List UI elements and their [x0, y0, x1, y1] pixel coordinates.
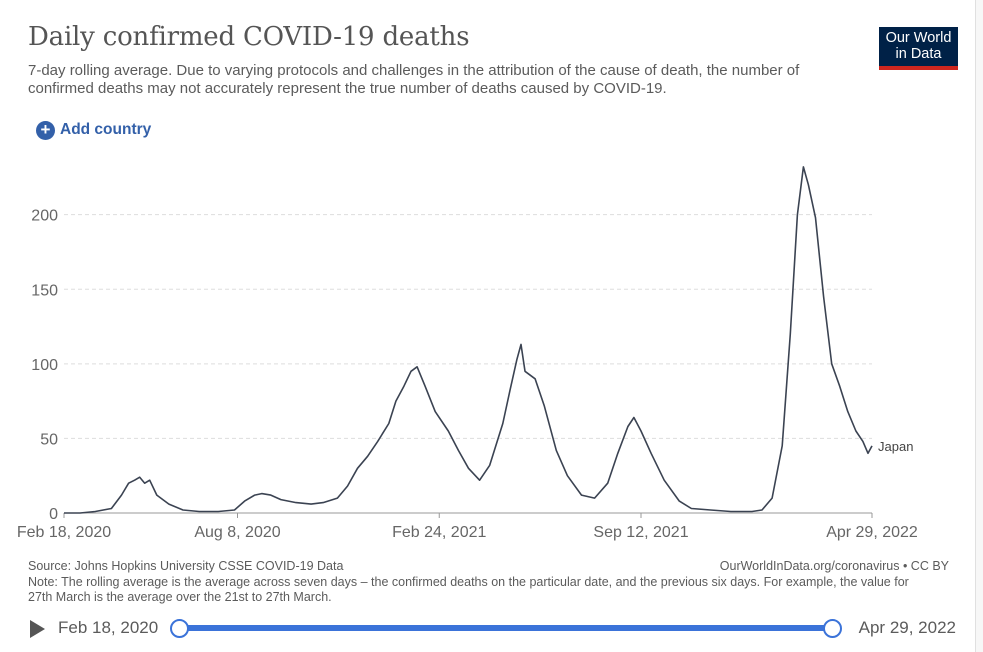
series-label-japan: Japan — [878, 439, 913, 454]
timeline-slider[interactable]: Feb 18, 2020 Apr 29, 2022 — [28, 615, 958, 643]
y-tick-label: 150 — [31, 282, 58, 299]
chart-title: Daily confirmed COVID-19 deaths — [28, 22, 470, 52]
timeline-track[interactable] — [180, 625, 834, 631]
add-country-button[interactable]: + Add country — [36, 118, 151, 142]
x-tick-label: Sep 12, 2021 — [593, 524, 688, 541]
x-tick-label: Apr 29, 2022 — [826, 524, 918, 541]
owid-logo[interactable]: Our World in Data — [879, 27, 958, 70]
axes: 0 50 100 150 200 Feb 18, 2020 Aug 8, 2020 Feb 2… — [17, 208, 918, 541]
y-tick-label: 100 — [31, 357, 58, 374]
timeline-end-label: Apr 29, 2022 — [858, 618, 956, 637]
note-text: Note: The rolling average is the average… — [28, 575, 909, 604]
timeline-start-label: Feb 18, 2020 — [58, 618, 159, 637]
series-line-japan[interactable] — [64, 166, 873, 514]
line-chart[interactable]: 0 50 100 150 200 Feb 18, 2020 Aug 8, 2020 Feb 2… — [0, 150, 960, 545]
plus-circle-icon: + — [36, 120, 55, 140]
chart-subtitle: 7-day rolling average. Due to varying pr… — [28, 62, 800, 97]
grid-lines — [64, 214, 872, 439]
timeline-start-handle[interactable] — [170, 619, 189, 638]
y-tick-label: 0 — [49, 506, 58, 523]
y-tick-label: 200 — [31, 208, 58, 225]
play-icon[interactable] — [30, 620, 45, 638]
logo-line-1: Our World — [885, 30, 952, 46]
x-tick-label: Aug 8, 2020 — [194, 524, 280, 541]
logo-line-2: in Data — [895, 46, 942, 62]
x-tick-label: Feb 24, 2021 — [392, 524, 486, 541]
timeline-end-handle[interactable] — [823, 619, 842, 638]
add-country-label: Add country — [60, 121, 152, 138]
source-text: Source: Johns Hopkins University CSSE CO… — [28, 559, 344, 573]
source-url-link[interactable]: OurWorldInData.org/coronavirus • CC BY — [719, 559, 949, 573]
x-tick-label: Feb 18, 2020 — [17, 524, 111, 541]
y-tick-label: 50 — [40, 431, 58, 448]
series-layer: Japan — [64, 166, 913, 514]
